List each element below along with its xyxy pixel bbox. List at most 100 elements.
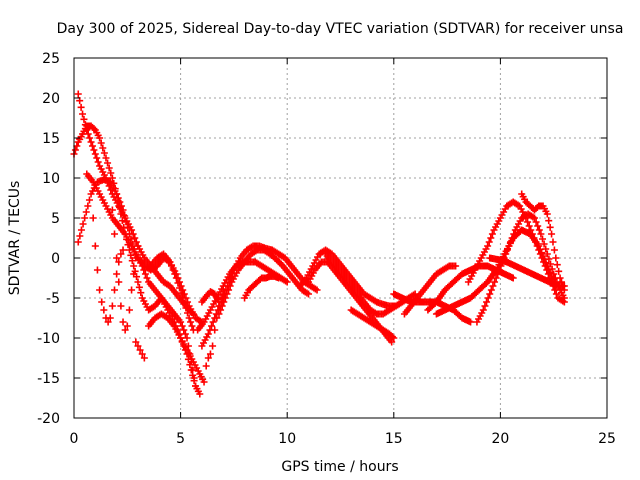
data-point <box>79 220 87 228</box>
series-arc-13 <box>215 246 313 318</box>
series-arc-27 <box>198 288 223 306</box>
data-point <box>505 242 513 250</box>
data-point <box>550 246 558 254</box>
x-axis-label: GPS time / hours <box>281 459 398 475</box>
data-point <box>141 270 149 278</box>
data-point <box>131 234 139 242</box>
data-point <box>204 330 212 338</box>
data-point <box>104 159 112 167</box>
data-point <box>481 302 489 310</box>
data-point <box>188 322 196 330</box>
data-point <box>182 294 190 302</box>
data-point <box>503 246 511 254</box>
data-point <box>177 318 185 326</box>
series-arc-4 <box>74 90 197 318</box>
data-point <box>178 322 186 330</box>
data-point <box>546 223 554 231</box>
data-point <box>206 326 214 334</box>
data-point <box>217 306 225 314</box>
data-point <box>485 238 493 246</box>
data-point <box>102 174 110 182</box>
data-point <box>502 250 510 258</box>
y-tick-label: -5 <box>46 291 60 307</box>
data-point <box>507 238 515 246</box>
data-point <box>510 230 518 238</box>
data-point <box>184 298 192 306</box>
data-point <box>83 126 91 134</box>
data-point <box>181 330 189 338</box>
data-point <box>536 250 544 258</box>
data-point <box>225 286 233 294</box>
data-point <box>128 226 136 234</box>
data-point <box>218 302 226 310</box>
data-point <box>81 214 89 222</box>
data-point <box>71 146 79 154</box>
data-point <box>137 289 145 297</box>
data-point <box>532 218 540 226</box>
y-tick-label: 25 <box>42 51 60 67</box>
data-point <box>552 254 560 262</box>
y-tick-label: -10 <box>37 331 60 347</box>
axis-ticks <box>73 57 608 419</box>
data-point <box>104 318 112 326</box>
data-point <box>134 242 142 250</box>
data-point <box>204 354 212 362</box>
data-point <box>102 154 110 162</box>
series-arc-6 <box>108 206 142 334</box>
data-point <box>76 232 84 240</box>
data-point <box>87 138 95 146</box>
y-tick-label: 0 <box>51 251 60 267</box>
data-point <box>113 270 121 278</box>
data-point <box>467 318 475 326</box>
data-point <box>100 306 108 314</box>
data-point <box>77 226 85 234</box>
data-point <box>538 254 546 262</box>
data-point <box>531 214 539 222</box>
data-point <box>93 266 101 274</box>
data-point <box>77 103 85 111</box>
data-point <box>73 142 81 150</box>
data-point <box>555 267 563 275</box>
data-point <box>548 265 556 273</box>
data-point <box>208 322 216 330</box>
data-point <box>115 258 123 266</box>
data-point <box>209 318 217 326</box>
data-point <box>119 246 127 254</box>
data-point <box>494 270 502 278</box>
data-point <box>111 286 119 294</box>
data-point <box>487 286 495 294</box>
data-point <box>488 230 496 238</box>
data-point <box>140 354 148 362</box>
data-point <box>90 146 98 154</box>
data-point <box>283 278 291 286</box>
data-point <box>93 154 101 162</box>
series-arc-23 <box>464 198 568 306</box>
series-arc-5 <box>89 214 127 326</box>
data-point <box>128 257 136 265</box>
data-point <box>209 342 217 350</box>
data-markers <box>70 90 568 398</box>
data-point <box>495 266 503 274</box>
data-point <box>115 278 123 286</box>
data-point <box>100 149 108 157</box>
data-point <box>206 350 214 358</box>
data-point <box>541 262 549 270</box>
data-point <box>549 238 557 246</box>
data-point <box>123 322 131 330</box>
data-point <box>196 390 204 398</box>
y-tick-label: 15 <box>42 131 60 147</box>
data-point <box>128 286 136 294</box>
data-point <box>215 298 223 306</box>
data-point <box>192 382 200 390</box>
data-point <box>108 174 116 182</box>
data-point <box>226 282 234 290</box>
data-point <box>189 371 197 379</box>
series-arc-26 <box>486 254 568 290</box>
data-point <box>96 286 104 294</box>
data-point <box>528 230 536 238</box>
y-tick-label: 5 <box>51 211 60 227</box>
data-point <box>84 130 92 138</box>
data-point <box>129 230 137 238</box>
data-point <box>105 182 113 190</box>
